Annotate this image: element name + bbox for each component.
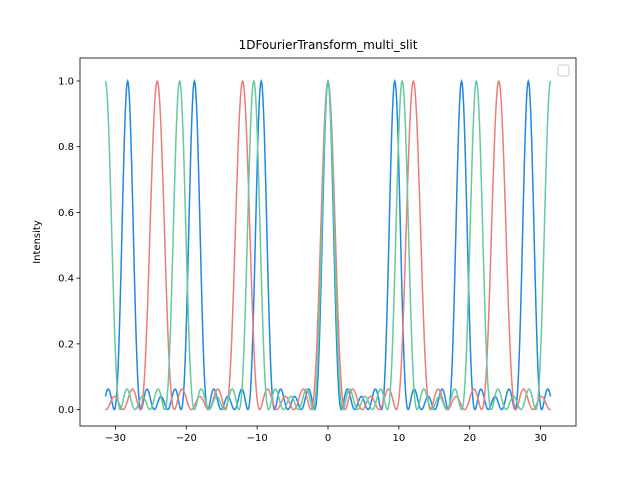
- y-tick-label: 0.4: [58, 274, 74, 285]
- x-tick-label: 10: [392, 433, 405, 444]
- x-tick-label: 0: [325, 433, 331, 444]
- x-tick-label: 30: [534, 433, 547, 444]
- chart-title: 1DFourierTransform_multi_slit: [239, 38, 418, 52]
- x-tick-label: −30: [105, 433, 126, 444]
- y-tick-label: 0.8: [58, 142, 74, 153]
- series-line-2: [104, 79, 552, 411]
- plot-lines: [104, 78, 552, 411]
- y-axis: 0.0 0.2 0.4 0.6 0.8 1.0: [58, 77, 80, 416]
- x-tick-label: −20: [176, 433, 197, 444]
- y-tick-label: 0.2: [58, 339, 74, 350]
- legend-box: [557, 64, 570, 77]
- x-tick-label: 20: [463, 433, 476, 444]
- y-tick-label: 1.0: [58, 77, 74, 88]
- y-axis-label: Intensity: [32, 220, 43, 264]
- y-tick-label: 0.6: [58, 208, 74, 219]
- y-tick-label: 0.0: [58, 405, 74, 416]
- x-tick-label: −10: [247, 433, 268, 444]
- x-axis: −30 −20 −10 0 10 20 30: [105, 426, 547, 444]
